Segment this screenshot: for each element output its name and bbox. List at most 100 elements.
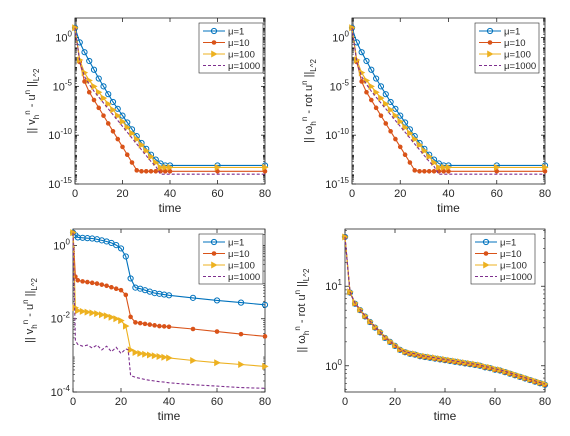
- legend-label: μ=10: [504, 38, 526, 49]
- data-point: [363, 57, 370, 65]
- legend-marker: [482, 238, 490, 246]
- data-point: [129, 129, 136, 137]
- series-4: [72, 232, 266, 389]
- data-point: [109, 284, 114, 290]
- legend-label: μ=10: [228, 38, 250, 49]
- data-point: [502, 367, 509, 375]
- data-point: [103, 312, 111, 320]
- data-point: [118, 287, 124, 293]
- x-tick-label: 40: [163, 396, 175, 408]
- legend-marker: [210, 238, 218, 246]
- x-axis-label: time: [437, 201, 460, 215]
- data-point: [436, 163, 443, 171]
- legend-marker: [210, 27, 218, 35]
- data-point: [190, 326, 196, 332]
- legend-marker: [211, 40, 217, 45]
- data-point: [133, 135, 141, 143]
- data-point: [161, 353, 168, 361]
- y-tick-label: 10-10: [48, 127, 72, 142]
- data-point: [119, 118, 127, 126]
- data-point: [122, 253, 129, 260]
- y-axis-label: || ωhn - rot un ||L^2: [293, 268, 311, 353]
- legend-marker: [487, 50, 494, 58]
- svg-text:|| vhn - un ||L^2: || vhn - un ||L^2: [23, 68, 41, 134]
- data-point: [89, 280, 95, 286]
- legend-label: μ=100: [228, 50, 255, 61]
- data-point: [151, 352, 159, 360]
- series-line: [72, 232, 266, 306]
- x-tick-label: 40: [442, 188, 454, 200]
- data-point: [440, 163, 448, 171]
- data-point: [373, 75, 380, 82]
- data-point: [359, 79, 364, 84]
- data-point: [139, 169, 144, 174]
- data-point: [148, 169, 154, 174]
- x-tick-label: 40: [164, 188, 176, 200]
- data-point: [132, 348, 140, 356]
- data-point: [81, 49, 88, 56]
- series-4: [74, 27, 265, 175]
- data-point: [123, 292, 129, 298]
- data-point: [100, 83, 107, 90]
- data-point: [392, 105, 399, 112]
- y-tick-label: 100: [332, 30, 349, 45]
- data-point: [426, 169, 432, 174]
- data-point: [143, 169, 149, 174]
- legend-label: μ=1: [228, 238, 244, 249]
- data-point: [138, 141, 146, 149]
- legend-label: μ=10: [500, 249, 522, 260]
- data-point: [214, 329, 220, 334]
- data-point: [402, 152, 408, 158]
- data-point: [482, 363, 489, 371]
- series-2: [70, 230, 268, 339]
- legend-marker: [483, 261, 490, 269]
- svg-text:|| ωhn - rot un ||L^2: || ωhn - rot un ||L^2: [293, 268, 311, 353]
- data-point: [133, 320, 138, 325]
- data-point: [397, 144, 403, 150]
- data-point: [165, 292, 173, 299]
- series-1: [69, 229, 269, 308]
- chart-panel-2: 0 20 40 60 80 100 10-5 10-10 10-15 time || ωhn - r…: [300, 17, 551, 215]
- data-point: [368, 97, 374, 103]
- data-point: [152, 159, 160, 167]
- y-tick-label: 10-5: [330, 78, 350, 93]
- data-point: [114, 112, 122, 120]
- legend-box: [198, 233, 264, 285]
- x-tick-label: 0: [342, 396, 348, 408]
- data-point: [142, 321, 148, 327]
- data-point: [358, 49, 365, 56]
- x-tick-label: 20: [115, 396, 127, 408]
- data-point: [417, 169, 422, 174]
- series-3: [349, 24, 549, 171]
- x-tick-label: 20: [116, 188, 128, 200]
- x-axis-label: time: [158, 409, 181, 423]
- data-point: [137, 350, 144, 358]
- data-point: [377, 83, 385, 90]
- x-tick-label: 40: [439, 396, 451, 408]
- data-point: [91, 82, 98, 90]
- data-point: [214, 163, 222, 171]
- data-point: [262, 163, 269, 171]
- data-point: [75, 307, 82, 315]
- chart-panel-4: 0 20 40 60 80 101 100 time || ωhn - rot un ||L^2…: [293, 228, 551, 423]
- legend-marker: [487, 40, 493, 45]
- series-4: [351, 27, 545, 175]
- legend-label: μ=1: [504, 27, 520, 38]
- x-tick-label: 20: [389, 396, 401, 408]
- legend-marker: [483, 251, 489, 256]
- x-tick-label: 60: [211, 188, 223, 200]
- data-point: [143, 147, 150, 155]
- data-point: [431, 159, 438, 167]
- x-tick-label: 60: [491, 188, 503, 200]
- x-tick-label: 80: [539, 396, 551, 408]
- data-point: [94, 310, 101, 318]
- series-4: [344, 236, 546, 385]
- data-point: [167, 163, 174, 171]
- data-point: [128, 314, 133, 320]
- legend-marker: [486, 27, 494, 35]
- data-point: [422, 169, 427, 174]
- legend-label: μ=1000: [500, 272, 532, 283]
- data-point: [113, 315, 120, 323]
